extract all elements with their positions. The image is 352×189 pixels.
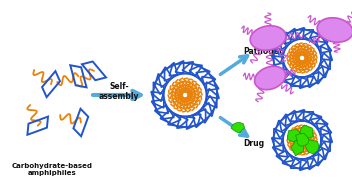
Ellipse shape <box>317 18 352 42</box>
Polygon shape <box>231 122 245 133</box>
Polygon shape <box>291 140 304 156</box>
Text: Self-
assembly: Self- assembly <box>99 82 139 101</box>
Polygon shape <box>296 133 309 146</box>
Ellipse shape <box>250 26 286 50</box>
Polygon shape <box>300 125 313 140</box>
Polygon shape <box>304 139 319 154</box>
Ellipse shape <box>254 66 285 90</box>
Text: Carbohydrate-based
amphiphiles: Carbohydrate-based amphiphiles <box>12 163 93 176</box>
Text: Drug: Drug <box>243 139 264 147</box>
Text: Pathogen: Pathogen <box>243 47 284 57</box>
Polygon shape <box>288 129 302 141</box>
